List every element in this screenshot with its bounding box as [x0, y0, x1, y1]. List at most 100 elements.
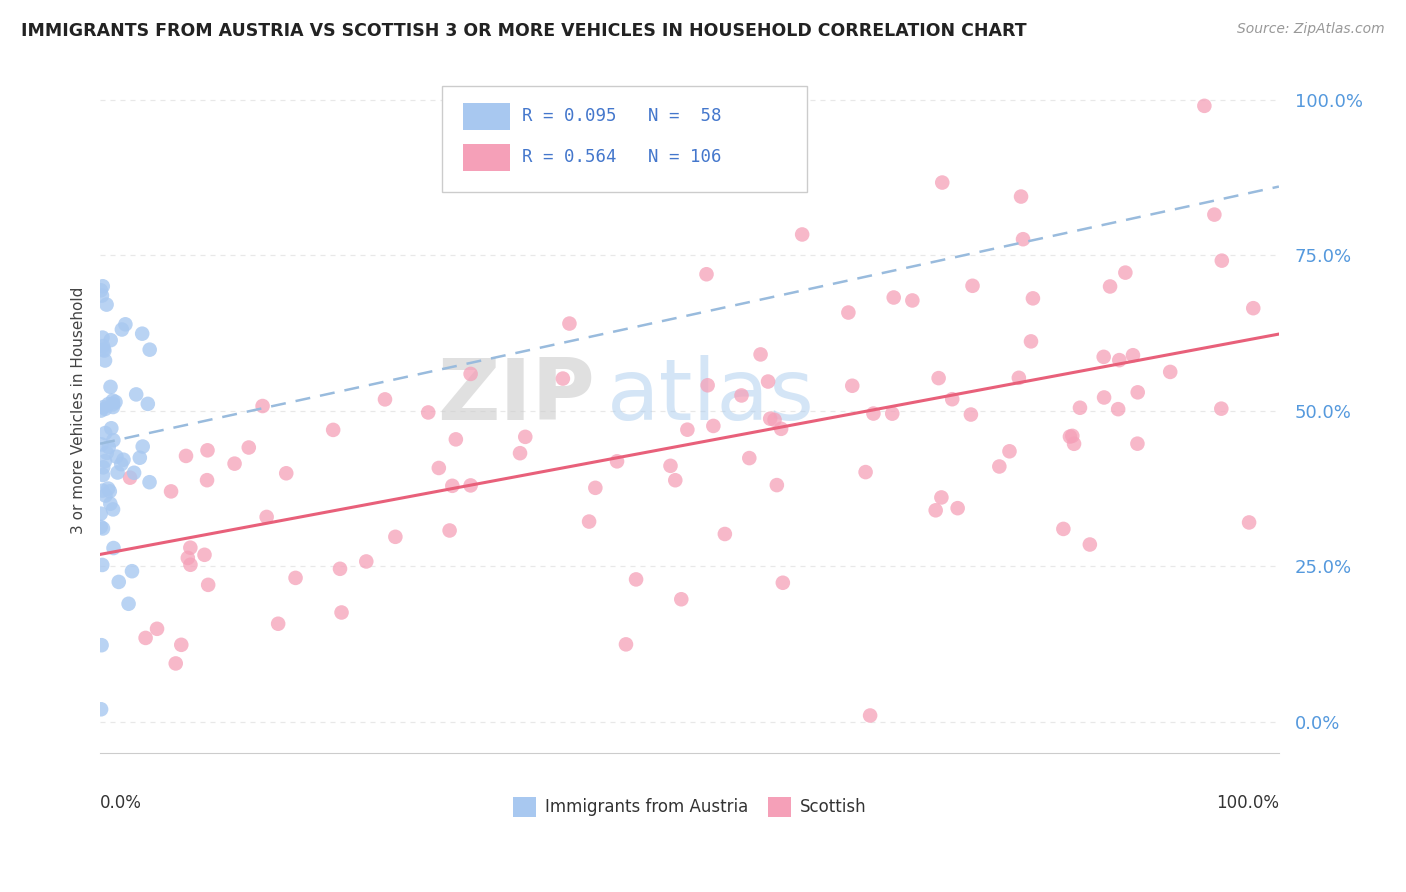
Point: [1092, 391, 1115, 405]
Point: [94, 489, 117, 503]
Text: R = 0.564   N = 106: R = 0.564 N = 106: [522, 148, 721, 167]
Point: [614, 637, 637, 651]
Point: [883, 291, 905, 305]
Point: [197, 578, 219, 592]
Point: [1010, 189, 1032, 203]
Point: [1063, 437, 1085, 451]
Point: [193, 548, 215, 562]
Point: [174, 449, 197, 463]
Point: [924, 503, 946, 517]
Point: [792, 227, 814, 242]
Point: [702, 419, 724, 434]
Legend: Immigrants from Austria, Scottish: Immigrants from Austria, Scottish: [506, 790, 873, 823]
Point: [882, 407, 904, 421]
Point: [97, 397, 120, 411]
Point: [384, 530, 406, 544]
Point: [460, 367, 482, 381]
Point: [941, 392, 963, 407]
Point: [107, 466, 129, 480]
Point: [418, 405, 440, 419]
Point: [91, 521, 114, 535]
Point: [738, 451, 761, 466]
Point: [177, 550, 200, 565]
Point: [509, 446, 531, 460]
Y-axis label: 3 or more Vehicles in Household: 3 or more Vehicles in Household: [72, 287, 86, 534]
Point: [98, 497, 121, 511]
Point: [1078, 537, 1101, 551]
Point: [252, 399, 274, 413]
Point: [98, 484, 121, 499]
Point: [664, 473, 686, 487]
Point: [179, 541, 201, 555]
Point: [756, 375, 779, 389]
Point: [1107, 402, 1129, 417]
Point: [101, 393, 124, 408]
Bar: [463, 144, 510, 171]
Point: [1092, 350, 1115, 364]
Point: [93, 343, 115, 357]
Point: [1126, 385, 1149, 400]
Point: [1019, 334, 1042, 349]
Point: [1211, 401, 1233, 416]
Point: [1159, 365, 1181, 379]
Point: [1194, 99, 1216, 113]
Point: [91, 339, 114, 353]
Point: [195, 473, 218, 487]
Point: [121, 564, 143, 578]
Point: [931, 176, 953, 190]
Point: [91, 468, 114, 483]
Point: [136, 397, 159, 411]
Point: [439, 524, 461, 538]
Point: [1022, 291, 1045, 305]
Point: [110, 457, 132, 471]
Point: [125, 387, 148, 401]
Point: [94, 401, 117, 416]
Point: [583, 481, 606, 495]
FancyBboxPatch shape: [441, 86, 807, 192]
Point: [329, 562, 352, 576]
Point: [91, 330, 114, 344]
Point: [90, 437, 112, 451]
Point: [962, 278, 984, 293]
Point: [104, 395, 127, 409]
Point: [90, 702, 112, 716]
Point: [90, 507, 112, 521]
Point: [988, 459, 1011, 474]
Point: [91, 558, 114, 572]
Point: [551, 371, 574, 385]
Point: [100, 380, 122, 394]
Point: [105, 450, 128, 464]
Point: [93, 343, 115, 358]
Point: [131, 440, 153, 454]
Point: [859, 708, 882, 723]
Point: [1108, 353, 1130, 368]
Point: [730, 388, 752, 402]
Point: [256, 510, 278, 524]
Point: [1052, 522, 1074, 536]
Point: [841, 378, 863, 392]
Point: [100, 421, 122, 435]
Point: [97, 482, 120, 496]
Point: [94, 425, 117, 440]
Point: [330, 606, 353, 620]
Point: [90, 283, 112, 297]
Point: [374, 392, 396, 407]
Point: [91, 483, 114, 498]
Point: [90, 520, 112, 534]
Bar: [463, 103, 510, 130]
Point: [197, 443, 219, 458]
Point: [998, 444, 1021, 458]
Point: [107, 574, 129, 589]
Point: [1069, 401, 1091, 415]
Point: [770, 422, 793, 436]
Text: ZIP: ZIP: [437, 356, 595, 439]
Point: [118, 471, 141, 485]
Point: [101, 397, 124, 411]
Point: [91, 400, 114, 414]
Point: [146, 622, 169, 636]
Point: [284, 571, 307, 585]
Point: [558, 317, 581, 331]
Point: [855, 465, 877, 479]
Point: [131, 326, 153, 341]
Point: [759, 411, 782, 425]
